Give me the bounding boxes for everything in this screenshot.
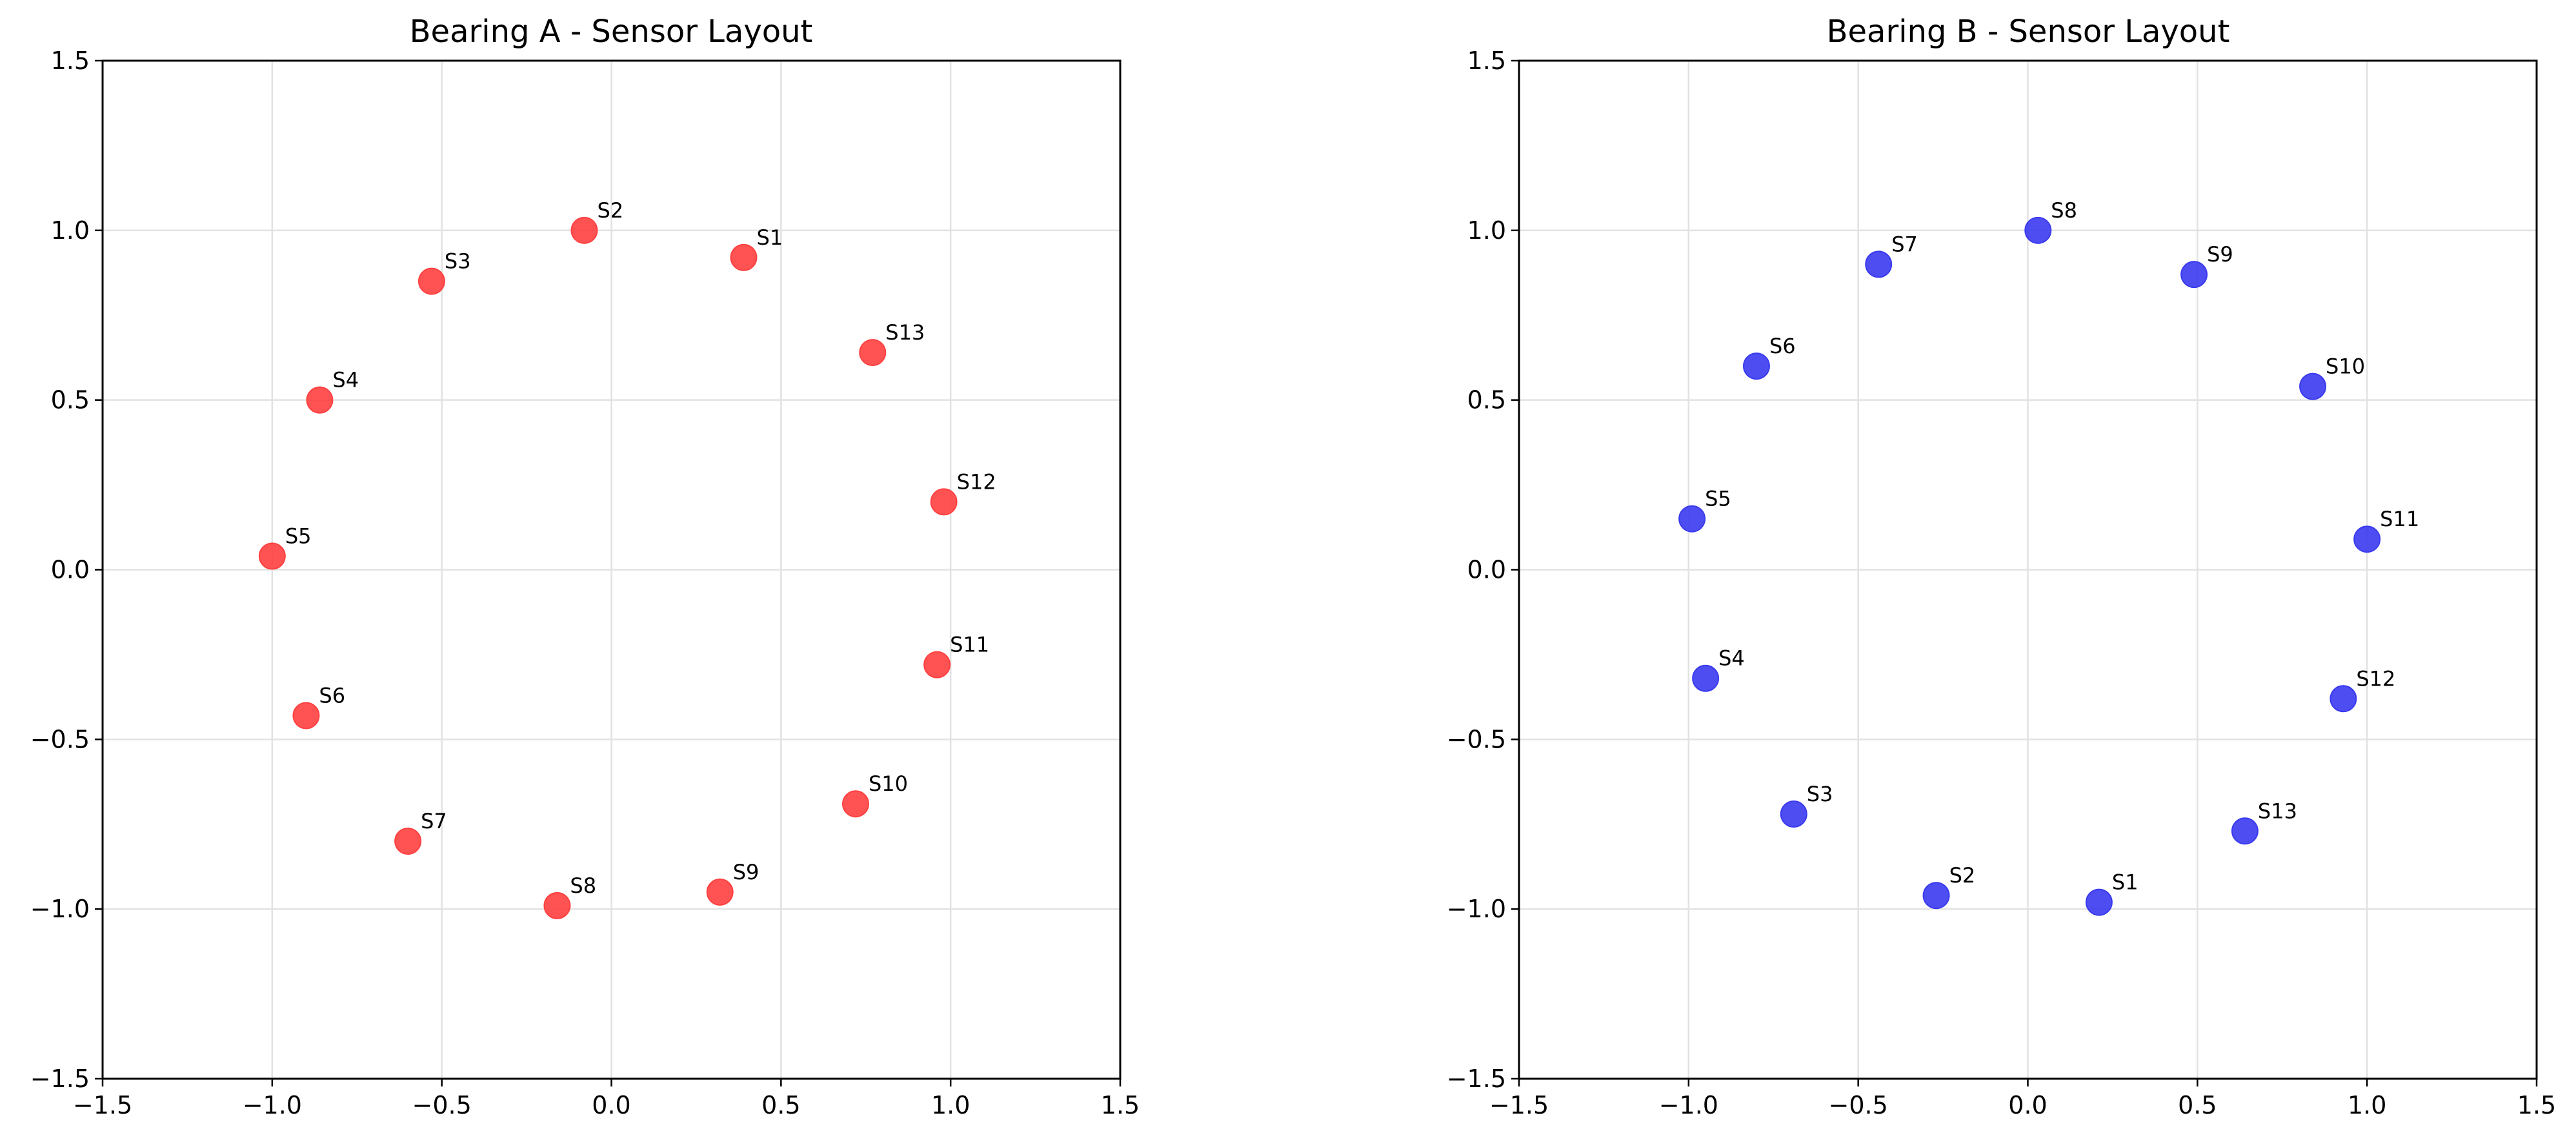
bearing-a-point-label-s2: S2 [597, 198, 623, 223]
bearing-b-point-s11 [2353, 525, 2381, 553]
bearing-b-y-tick-label: −1.5 [1447, 1065, 1506, 1093]
bearing-a-point-s5 [258, 542, 286, 570]
bearing-a-point-label-s3: S3 [445, 249, 471, 274]
bearing-a-title: Bearing A - Sensor Layout [410, 14, 813, 50]
bearing-a-point-s4 [306, 386, 334, 414]
bearing-a-point-s8 [543, 892, 571, 919]
bearing-b-point-label-s5: S5 [1705, 487, 1731, 511]
bearing-a-y-tick-label: 0.0 [51, 556, 90, 584]
bearing-b-point-label-s10: S10 [2326, 354, 2365, 379]
bearing-b-point-s1 [2085, 888, 2113, 916]
bearing-a-y-tick-label: −1.0 [30, 895, 90, 923]
bearing-a-point-label-s5: S5 [285, 524, 312, 548]
bearing-a-point-label-s12: S12 [957, 469, 996, 494]
bearing-a-point-s3 [418, 267, 445, 295]
bearing-b-point-label-s7: S7 [1891, 232, 1918, 256]
bearing-b-title: Bearing B - Sensor Layout [1827, 14, 2230, 50]
bearing-b-y-tick-label: 0.5 [1467, 386, 1506, 414]
bearing-a-point-s2 [570, 216, 598, 244]
bearing-a-point-s10 [841, 790, 869, 818]
bearing-b-point-s6 [1742, 352, 1770, 380]
bearing-b-y-tick-label: 1.5 [1467, 46, 1506, 75]
bearing-b-point-s13 [2231, 817, 2259, 845]
bearing-b-x-tick-label: 0.5 [2178, 1091, 2217, 1119]
bearing-b-point-label-s1: S1 [2112, 870, 2138, 895]
bearing-a-point-label-s10: S10 [869, 771, 908, 796]
bearing-b-point-label-s13: S13 [2258, 799, 2297, 823]
bearing-b-point-s3 [1780, 800, 1807, 828]
bearing-a-x-tick-label: 1.5 [1101, 1091, 1140, 1119]
bearing-b-point-label-s6: S6 [1769, 334, 1796, 358]
bearing-b-x-tick-label: 0.0 [2008, 1091, 2047, 1119]
bearing-b-panel: Bearing B - Sensor Layout −1.5 −1.0 −0.5 0.… [1447, 14, 2557, 1119]
bearing-b-x-tick-label: −1.5 [1489, 1091, 1549, 1119]
bearing-a-x-tick-label: −1.0 [243, 1091, 302, 1119]
bearing-b-x-tick-label: 1.0 [2348, 1091, 2386, 1119]
bearing-b-point-label-s9: S9 [2207, 242, 2233, 267]
bearing-b-point-label-s2: S2 [1949, 863, 1976, 888]
bearing-a-point-label-s8: S8 [570, 873, 596, 898]
bearing-a-point-s13 [859, 339, 887, 367]
bearing-b-point-label-s4: S4 [1718, 646, 1745, 671]
bearing-a-x-tick-label: 0.0 [592, 1091, 630, 1119]
bearing-a-point-label-s11: S11 [950, 633, 989, 657]
bearing-b-point-label-s8: S8 [2051, 198, 2077, 223]
bearing-a-panel: Bearing A - Sensor Layout −1.5 −1.0 −0.5 0.… [30, 14, 1140, 1119]
bearing-a-point-label-s13: S13 [885, 320, 925, 345]
bearing-b-point-s7 [1865, 250, 1893, 278]
bearing-b-axes-frame [1518, 59, 2538, 1080]
bearing-a-point-label-s4: S4 [332, 368, 359, 393]
bearing-b-point-label-s12: S12 [2356, 666, 2395, 691]
bearing-a-point-label-s9: S9 [733, 860, 760, 884]
bearing-a-y-tick-label: 1.0 [51, 216, 90, 245]
bearing-b-y-tick-label: 1.0 [1467, 216, 1506, 245]
bearing-b-point-label-s11: S11 [2380, 507, 2419, 531]
bearing-b-point-s2 [1922, 882, 1950, 910]
bearing-a-y-tick-label: −1.5 [30, 1065, 90, 1093]
bearing-a-x-tick-label: 1.0 [931, 1091, 970, 1119]
bearing-a-y-tick-label: 1.5 [51, 46, 90, 75]
bearing-a-point-label-s1: S1 [757, 225, 783, 250]
bearing-b-point-s8 [2024, 216, 2052, 244]
bearing-b-point-s10 [2299, 372, 2327, 400]
bearing-b-point-s9 [2180, 261, 2208, 289]
bearing-a-point-s1 [730, 243, 758, 271]
bearing-a-x-tick-label: 0.5 [761, 1091, 800, 1119]
bearing-b-x-tick-label: −0.5 [1829, 1091, 1888, 1119]
bearing-b-point-label-s3: S3 [1807, 782, 1833, 806]
bearing-a-axes-frame [101, 59, 1122, 1080]
bearing-a-point-s6 [292, 702, 320, 729]
bearing-a-point-s11 [923, 651, 951, 678]
bearing-b-y-tick-label: 0.0 [1467, 556, 1506, 584]
bearing-b-x-tick-label: −1.0 [1659, 1091, 1718, 1119]
bearing-a-point-s7 [394, 828, 422, 855]
bearing-b-point-s12 [2329, 685, 2357, 713]
bearing-a-point-label-s7: S7 [421, 809, 447, 833]
bearing-b-x-tick-label: 1.5 [2517, 1091, 2556, 1119]
bearing-b-y-tick-label: −1.0 [1447, 895, 1506, 923]
bearing-a-y-tick-label: −0.5 [30, 725, 90, 753]
bearing-a-y-tick-label: 0.5 [51, 386, 90, 414]
bearing-b-point-s5 [1678, 505, 1706, 533]
bearing-a-point-label-s6: S6 [319, 684, 345, 708]
bearing-b-point-s4 [1692, 664, 1720, 692]
bearing-a-x-tick-label: −1.5 [73, 1091, 132, 1119]
bearing-a-point-s9 [706, 878, 734, 906]
bearing-b-y-tick-label: −0.5 [1447, 725, 1506, 753]
bearing-a-x-tick-label: −0.5 [412, 1091, 472, 1119]
bearing-a-point-s12 [930, 488, 958, 516]
